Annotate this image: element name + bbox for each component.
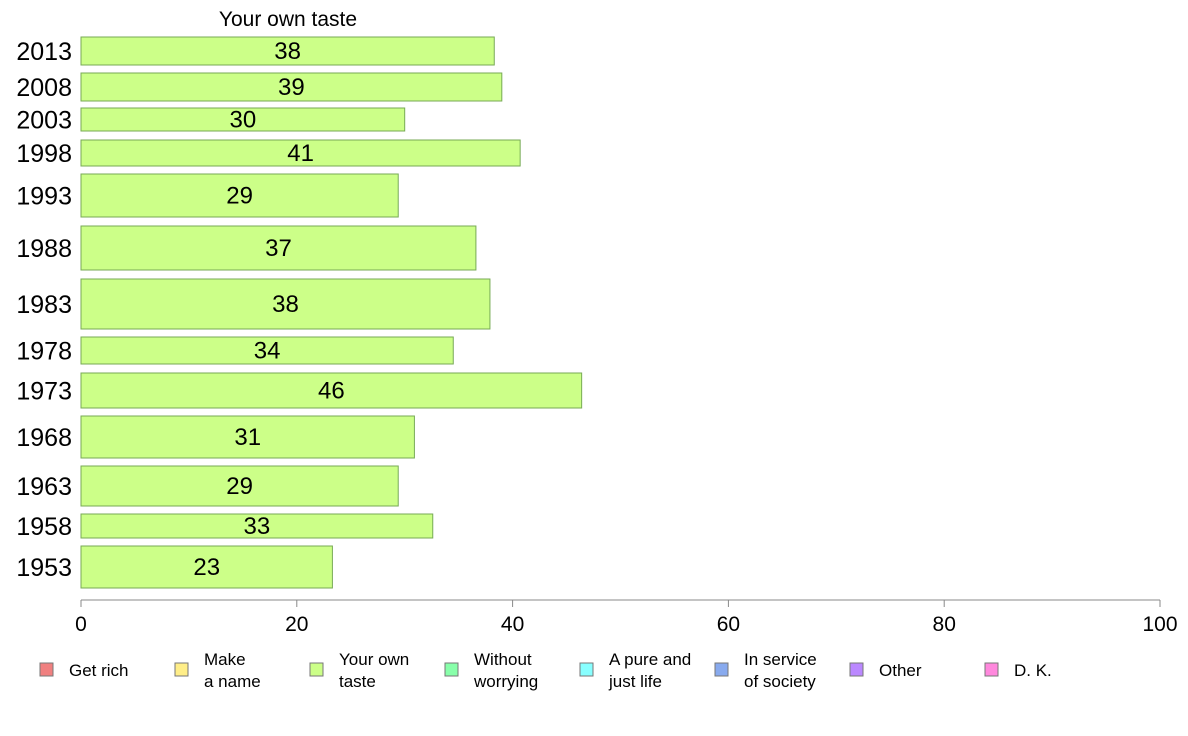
y-tick-label-1988: 1988 [16, 235, 72, 263]
bar-2013 [80, 36, 495, 66]
bar-1998 [80, 139, 521, 167]
legend-swatch-6 [849, 662, 864, 677]
x-tick-label-100: 100 [1142, 613, 1177, 636]
legend-label-1-line-1: a name [204, 672, 261, 691]
legend-label-3-line-1: worrying [473, 672, 538, 691]
legend-label-4-line-1: just life [608, 672, 662, 691]
legend: Get rich Make a name Your own taste Without wo… [39, 650, 1052, 691]
x-tick-label-80: 80 [933, 613, 956, 636]
bar-value-label-1973: 46 [318, 378, 345, 405]
y-tick-label-1973: 1973 [16, 378, 72, 406]
legend-swatch-4 [579, 662, 594, 677]
bar-2008 [80, 72, 503, 102]
bar-value-label-1963: 29 [226, 473, 253, 500]
y-tick-label-2003: 2003 [16, 107, 72, 135]
bars-group: 38 39 30 41 29 37 38 34 46 31 29 33 23 [80, 36, 583, 589]
legend-swatch-7 [984, 662, 999, 677]
bar-value-label-1983: 38 [272, 291, 299, 318]
bar-1958 [80, 513, 434, 539]
y-tick-labels: 2013 2008 2003 1998 1993 1988 1983 1978 1973 1968… [16, 38, 72, 582]
x-tick-label-20: 20 [285, 613, 308, 636]
legend-swatch-3 [444, 662, 459, 677]
bar-1988 [80, 225, 477, 271]
y-tick-label-1993: 1993 [16, 183, 72, 211]
bar-value-label-1998: 41 [287, 140, 314, 167]
x-tick-label-0: 0 [75, 613, 87, 636]
y-tick-label-2008: 2008 [16, 74, 72, 102]
legend-label-4-line-0: A pure and [609, 650, 691, 669]
legend-label-0: Get rich [69, 661, 129, 680]
bar-1968 [80, 415, 415, 459]
bar-value-label-2008: 39 [278, 74, 305, 101]
bar-1983 [80, 278, 491, 330]
legend-swatch-1 [174, 662, 189, 677]
bar-value-label-1953: 23 [193, 554, 220, 581]
bar-value-label-1958: 33 [244, 513, 271, 540]
bar-value-label-1993: 29 [226, 183, 253, 210]
bar-1953 [80, 545, 333, 589]
bar-value-label-1968: 31 [234, 424, 261, 451]
bar-1973 [80, 372, 583, 409]
legend-label-2-line-1: taste [339, 672, 376, 691]
y-tick-label-1983: 1983 [16, 291, 72, 319]
bar-1963 [80, 465, 399, 507]
bar-2003 [80, 107, 406, 132]
legend-label-5-line-0: In service [744, 650, 817, 669]
legend-swatch-0 [39, 662, 54, 677]
y-tick-label-1953: 1953 [16, 554, 72, 582]
bar-value-label-2003: 30 [229, 107, 256, 134]
legend-swatch-5 [714, 662, 729, 677]
y-tick-label-1978: 1978 [16, 338, 72, 366]
x-tick-label-60: 60 [717, 613, 740, 636]
y-tick-label-1963: 1963 [16, 473, 72, 501]
x-axis: 0 20 40 60 80 100 [75, 599, 1178, 636]
chart-title: Your own taste [219, 8, 357, 31]
legend-label-6: Other [879, 661, 922, 680]
legend-swatch-2 [309, 662, 324, 677]
y-tick-label-2013: 2013 [16, 38, 72, 66]
y-tick-label-1998: 1998 [16, 140, 72, 168]
bar-value-label-2013: 38 [274, 38, 301, 65]
legend-label-2-line-0: Your own [339, 650, 409, 669]
bar-1978 [80, 336, 454, 365]
bar-value-label-1978: 34 [254, 338, 281, 365]
bar-value-label-1988: 37 [265, 235, 292, 262]
legend-label-5-line-1: of society [744, 672, 816, 691]
y-tick-label-1958: 1958 [16, 513, 72, 541]
legend-label-3-line-0: Without [474, 650, 532, 669]
legend-label-1-line-0: Make [204, 650, 246, 669]
legend-label-7: D. K. [1014, 661, 1052, 680]
x-tick-label-40: 40 [501, 613, 524, 636]
bar-1993 [80, 173, 399, 218]
y-tick-label-1968: 1968 [16, 424, 72, 452]
